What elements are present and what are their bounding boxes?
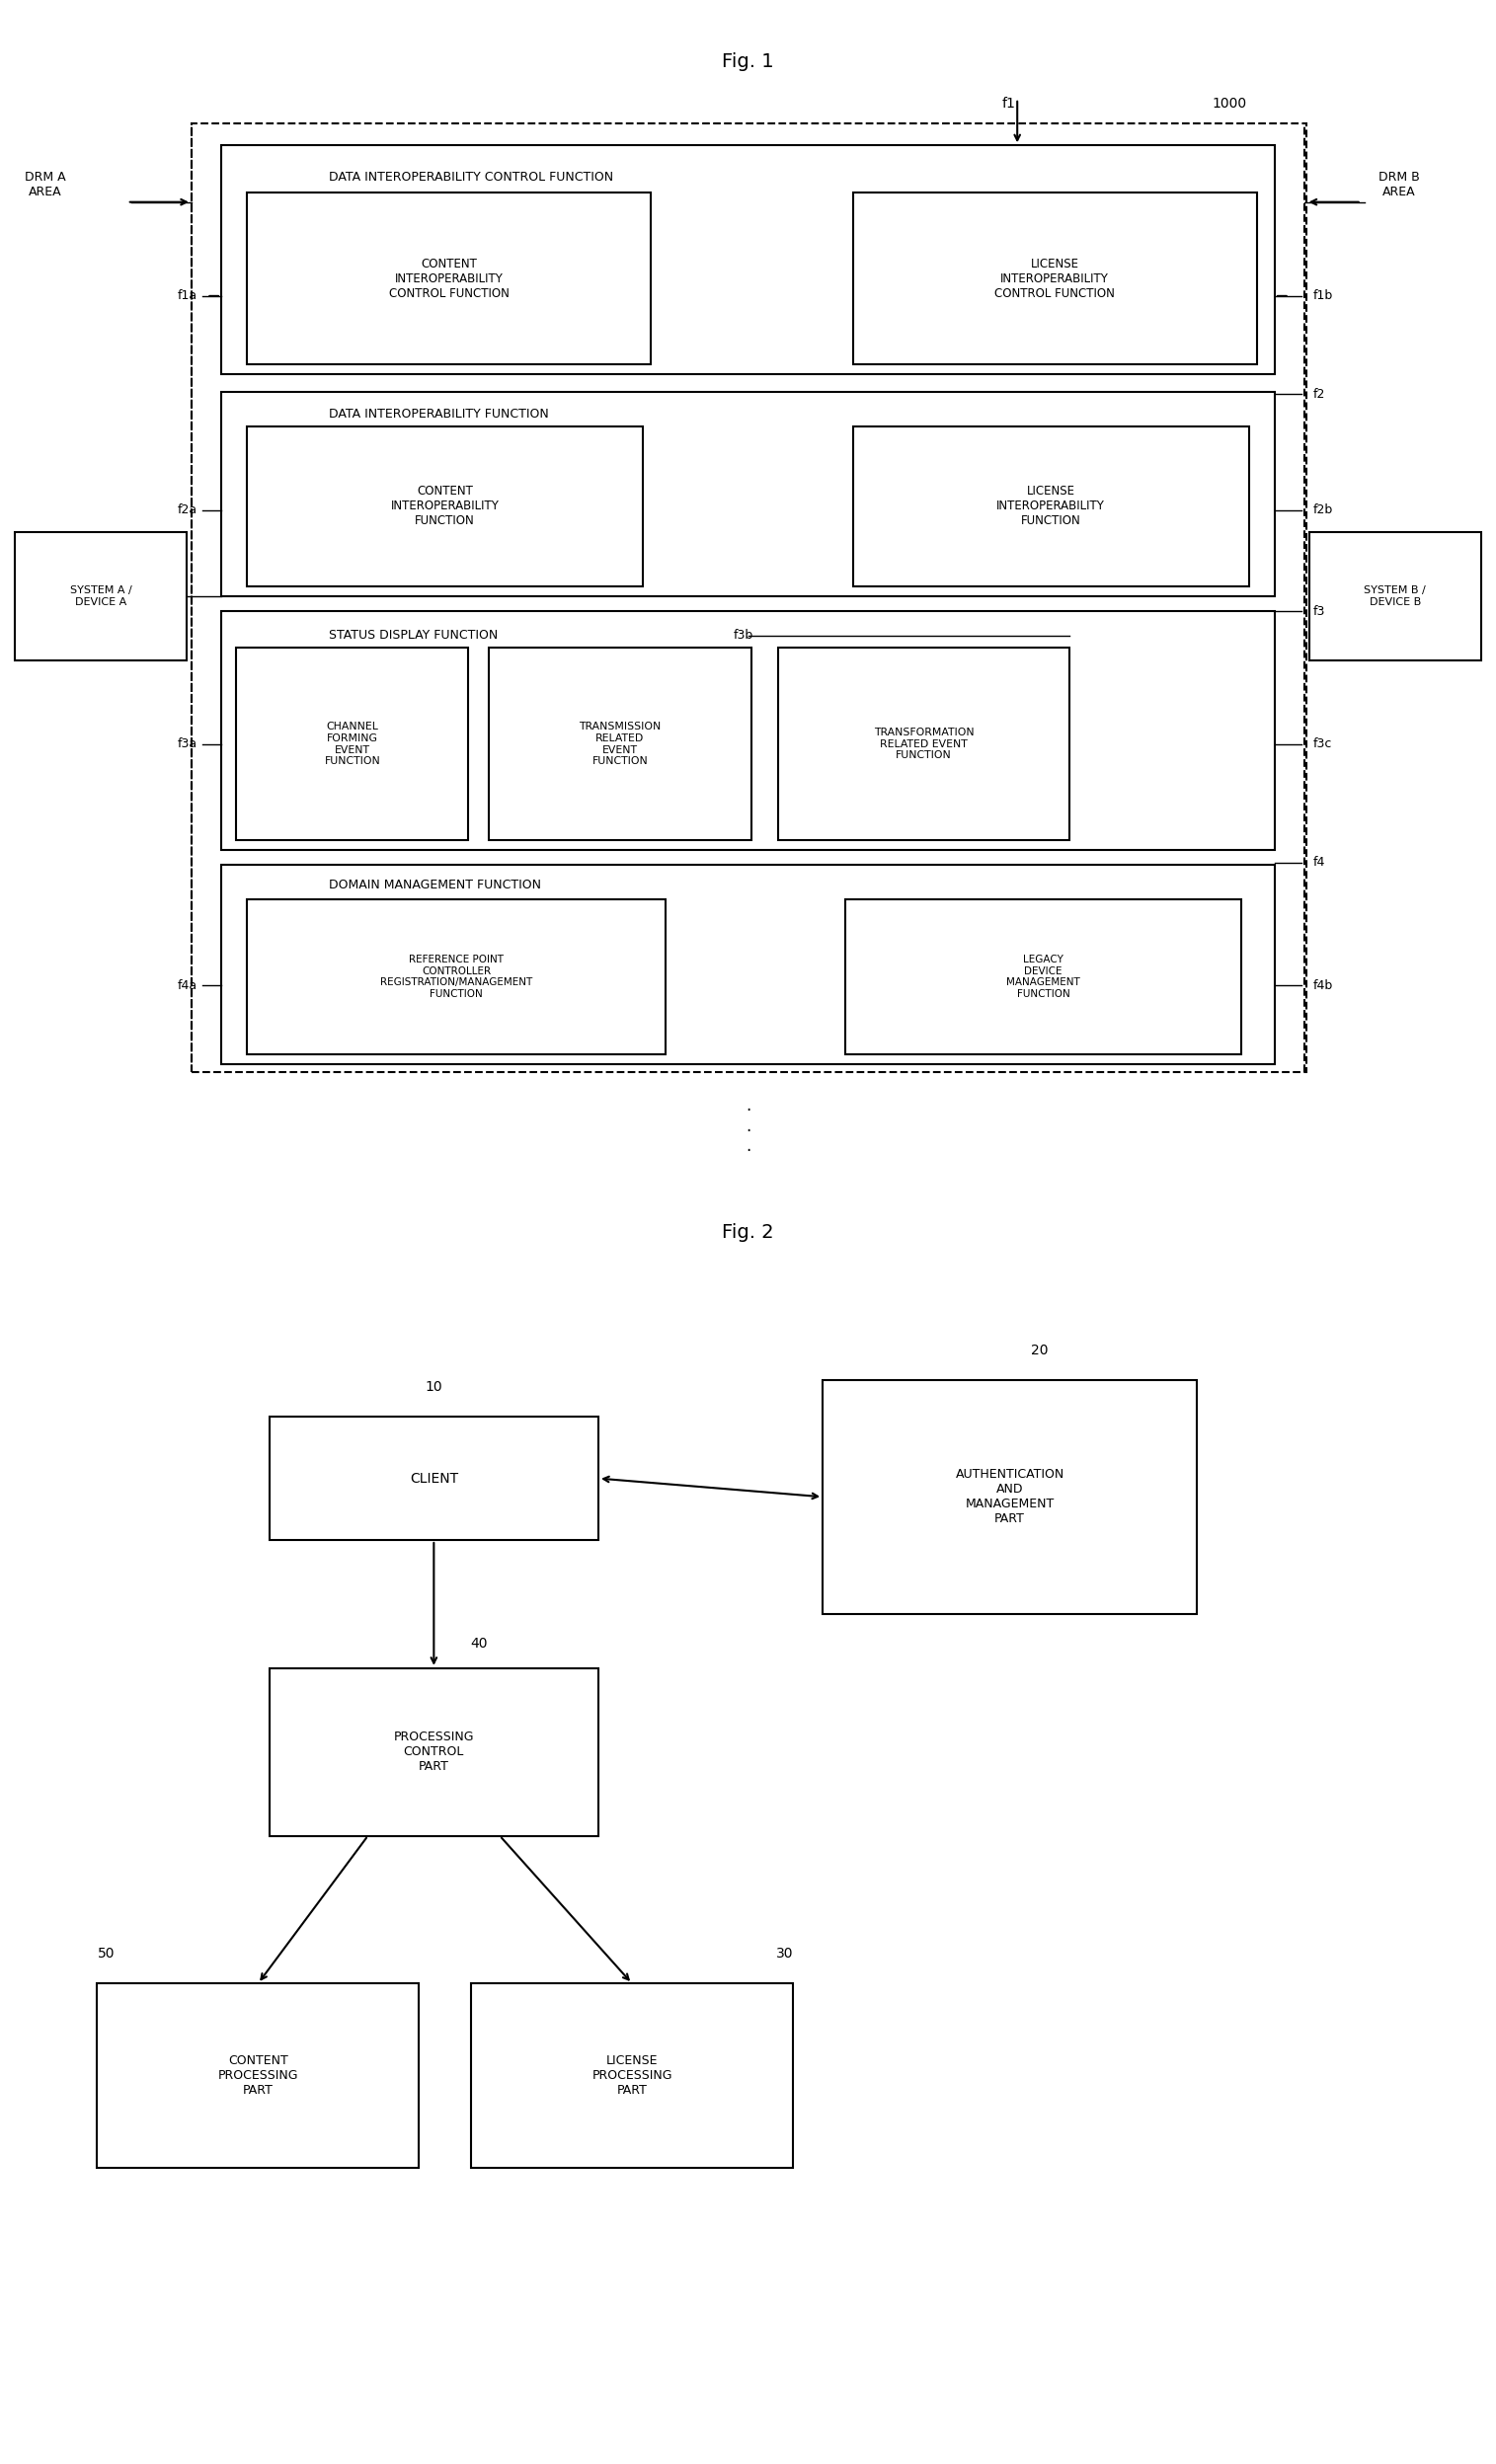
Text: LICENSE
INTEROPERABILITY
CONTROL FUNCTION: LICENSE INTEROPERABILITY CONTROL FUNCTIO… <box>995 256 1115 301</box>
FancyBboxPatch shape <box>15 532 187 660</box>
Text: 1000: 1000 <box>1212 96 1246 111</box>
Text: f2b: f2b <box>1313 503 1333 517</box>
Text: LEGACY
DEVICE
MANAGEMENT
FUNCTION: LEGACY DEVICE MANAGEMENT FUNCTION <box>1007 956 1080 998</box>
Text: CHANNEL
FORMING
EVENT
FUNCTION: CHANNEL FORMING EVENT FUNCTION <box>325 722 380 766</box>
Text: 30: 30 <box>775 1947 793 1961</box>
Text: DOMAIN MANAGEMENT FUNCTION: DOMAIN MANAGEMENT FUNCTION <box>329 877 542 892</box>
FancyBboxPatch shape <box>471 1984 793 2168</box>
FancyBboxPatch shape <box>247 899 666 1055</box>
FancyBboxPatch shape <box>823 1380 1197 1614</box>
FancyBboxPatch shape <box>853 192 1257 365</box>
FancyBboxPatch shape <box>236 648 468 840</box>
Text: f3c: f3c <box>1313 737 1333 752</box>
FancyBboxPatch shape <box>845 899 1242 1055</box>
Text: REFERENCE POINT
CONTROLLER
REGISTRATION/MANAGEMENT
FUNCTION: REFERENCE POINT CONTROLLER REGISTRATION/… <box>380 956 533 998</box>
Text: AUTHENTICATION
AND
MANAGEMENT
PART: AUTHENTICATION AND MANAGEMENT PART <box>956 1469 1064 1525</box>
Text: f4: f4 <box>1313 855 1325 870</box>
FancyBboxPatch shape <box>191 123 1306 1072</box>
Text: CONTENT
INTEROPERABILITY
FUNCTION: CONTENT INTEROPERABILITY FUNCTION <box>390 485 500 527</box>
Text: CLIENT: CLIENT <box>410 1471 458 1486</box>
Text: f1: f1 <box>1002 96 1016 111</box>
Text: PROCESSING
CONTROL
PART: PROCESSING CONTROL PART <box>393 1730 474 1774</box>
Text: 50: 50 <box>97 1947 115 1961</box>
Text: f4a: f4a <box>178 978 197 993</box>
FancyBboxPatch shape <box>221 865 1275 1064</box>
Text: Fig. 1: Fig. 1 <box>723 52 773 71</box>
Text: f3a: f3a <box>178 737 197 752</box>
Text: f4b: f4b <box>1313 978 1333 993</box>
Text: f2: f2 <box>1313 387 1325 402</box>
Text: 10: 10 <box>425 1380 443 1395</box>
FancyBboxPatch shape <box>221 392 1275 596</box>
Text: f1b: f1b <box>1313 288 1333 303</box>
Text: LICENSE
INTEROPERABILITY
FUNCTION: LICENSE INTEROPERABILITY FUNCTION <box>996 485 1106 527</box>
FancyBboxPatch shape <box>269 1417 598 1540</box>
FancyBboxPatch shape <box>97 1984 419 2168</box>
FancyBboxPatch shape <box>1309 532 1481 660</box>
FancyBboxPatch shape <box>853 426 1249 586</box>
Text: TRANSMISSION
RELATED
EVENT
FUNCTION: TRANSMISSION RELATED EVENT FUNCTION <box>579 722 661 766</box>
Text: TRANSFORMATION
RELATED EVENT
FUNCTION: TRANSFORMATION RELATED EVENT FUNCTION <box>874 727 974 761</box>
Text: DATA INTEROPERABILITY CONTROL FUNCTION: DATA INTEROPERABILITY CONTROL FUNCTION <box>329 170 613 185</box>
Text: f2a: f2a <box>178 503 197 517</box>
Text: SYSTEM A /
DEVICE A: SYSTEM A / DEVICE A <box>70 586 132 606</box>
Text: CONTENT
INTEROPERABILITY
CONTROL FUNCTION: CONTENT INTEROPERABILITY CONTROL FUNCTIO… <box>389 256 509 301</box>
FancyBboxPatch shape <box>778 648 1070 840</box>
Text: STATUS DISPLAY FUNCTION: STATUS DISPLAY FUNCTION <box>329 628 498 643</box>
Text: f1a: f1a <box>178 288 197 303</box>
FancyBboxPatch shape <box>247 426 643 586</box>
Text: 40: 40 <box>470 1636 488 1651</box>
FancyBboxPatch shape <box>221 611 1275 850</box>
FancyBboxPatch shape <box>247 192 651 365</box>
Text: DRM B
AREA: DRM B AREA <box>1378 170 1420 200</box>
Text: f3b: f3b <box>733 628 752 643</box>
FancyBboxPatch shape <box>269 1668 598 1836</box>
Text: CONTENT
PROCESSING
PART: CONTENT PROCESSING PART <box>218 2055 298 2097</box>
FancyBboxPatch shape <box>489 648 751 840</box>
Text: f3: f3 <box>1313 604 1325 618</box>
Text: SYSTEM B /
DEVICE B: SYSTEM B / DEVICE B <box>1364 586 1426 606</box>
Text: DRM A
AREA: DRM A AREA <box>24 170 66 200</box>
Text: DATA INTEROPERABILITY FUNCTION: DATA INTEROPERABILITY FUNCTION <box>329 407 549 421</box>
Text: Fig. 2: Fig. 2 <box>723 1222 773 1242</box>
Text: LICENSE
PROCESSING
PART: LICENSE PROCESSING PART <box>592 2055 672 2097</box>
FancyBboxPatch shape <box>221 145 1275 375</box>
Text: 20: 20 <box>1031 1343 1049 1358</box>
Text: ·
·
·: · · · <box>745 1101 751 1161</box>
